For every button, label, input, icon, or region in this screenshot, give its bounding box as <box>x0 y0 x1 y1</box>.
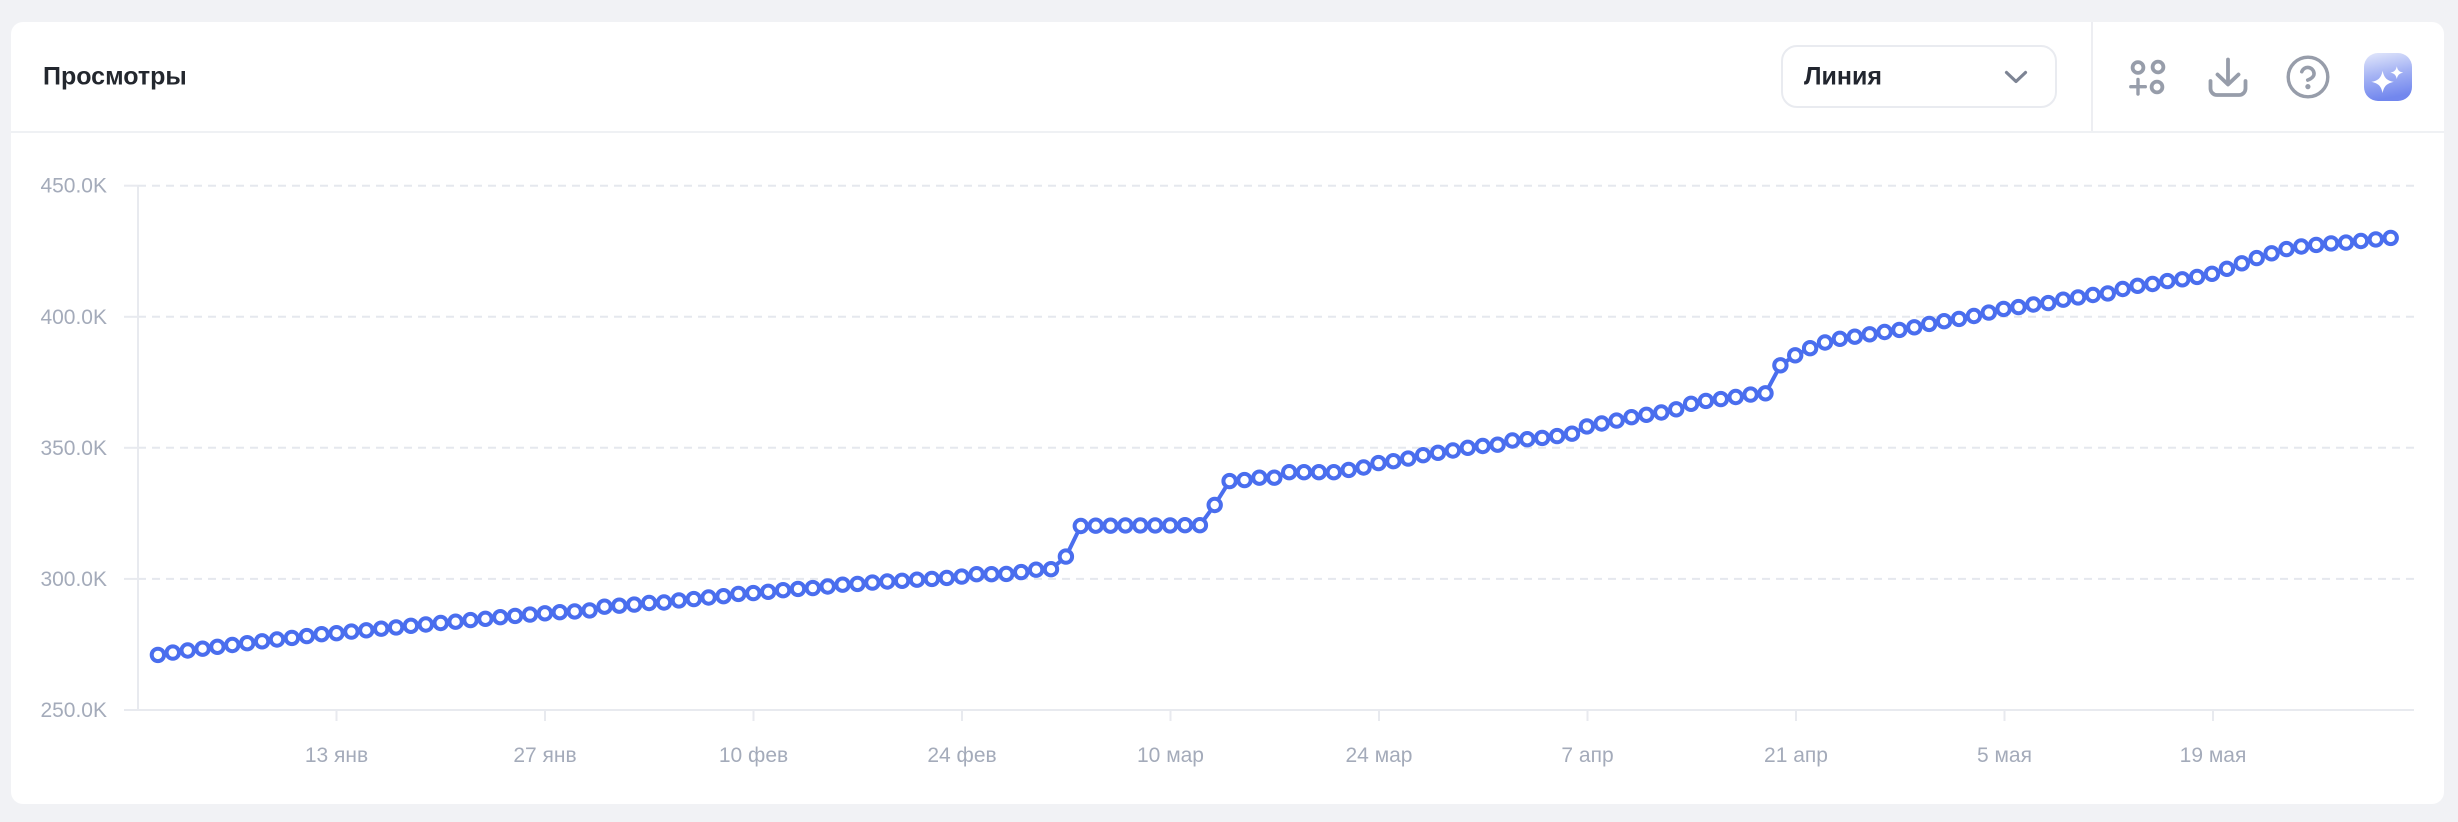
svg-text:10 фев: 10 фев <box>719 744 788 767</box>
svg-text:350.0K: 350.0K <box>40 437 107 460</box>
svg-text:13 янв: 13 янв <box>305 744 368 767</box>
svg-text:250.0K: 250.0K <box>40 699 107 722</box>
svg-text:27 янв: 27 янв <box>513 744 576 767</box>
svg-text:19 мая: 19 мая <box>2180 744 2247 767</box>
svg-text:400.0K: 400.0K <box>40 306 107 329</box>
svg-text:7 апр: 7 апр <box>1561 744 1613 767</box>
svg-text:24 мар: 24 мар <box>1346 744 1413 767</box>
svg-text:21 апр: 21 апр <box>1764 744 1828 767</box>
svg-text:24 фев: 24 фев <box>927 744 996 767</box>
svg-text:10 мар: 10 мар <box>1137 744 1204 767</box>
svg-text:300.0K: 300.0K <box>40 568 107 591</box>
svg-text:450.0K: 450.0K <box>40 175 107 198</box>
svg-text:5 мая: 5 мая <box>1977 744 2032 767</box>
